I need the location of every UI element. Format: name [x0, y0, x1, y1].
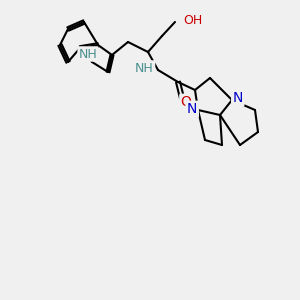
Text: OH: OH: [183, 14, 202, 26]
Text: O: O: [181, 95, 191, 109]
Text: N: N: [232, 91, 242, 103]
Text: N: N: [188, 103, 198, 116]
Text: NH: NH: [79, 47, 98, 61]
Text: N: N: [233, 91, 243, 105]
Text: N: N: [187, 102, 197, 116]
Text: NH: NH: [135, 61, 154, 74]
